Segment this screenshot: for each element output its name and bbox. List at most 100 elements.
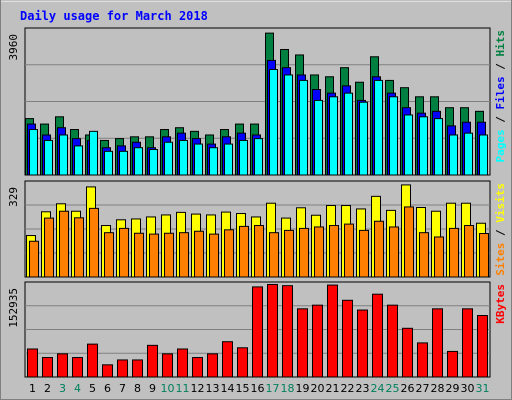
bar-kbytes-day-27 (417, 342, 428, 378)
panel-kbytes-ymax-label: 152935 (7, 288, 20, 328)
bar-sites-day-10 (164, 232, 174, 278)
bar-pages-day-23 (359, 101, 368, 176)
bar-kbytes-day-1 (27, 348, 38, 378)
panel-hits: 3960 Pages / Files / Hits (7, 27, 507, 176)
bar-kbytes-day-31 (477, 315, 488, 378)
bar-kbytes-day-6 (102, 364, 113, 378)
bar-pages-day-6 (104, 150, 113, 176)
x-tick-label: 31 (476, 382, 490, 395)
bar-kbytes-day-4 (72, 357, 83, 378)
x-tick-label: 20 (311, 382, 325, 395)
panel-hits-ymax-label: 3960 (7, 34, 20, 61)
bar-pages-day-24 (374, 79, 383, 176)
bar-pages-day-31 (479, 134, 488, 176)
x-tick-label: 25 (386, 382, 400, 395)
x-tick-label: 2 (44, 382, 51, 395)
x-tick-label: 27 (416, 382, 430, 395)
bar-pages-day-28 (434, 118, 443, 176)
legend-entry-visits: Visits (494, 183, 507, 223)
bar-pages-day-3 (59, 134, 68, 176)
x-tick-label: 22 (341, 382, 355, 395)
bar-kbytes-day-16 (252, 286, 263, 378)
x-tick-label: 3 (59, 382, 66, 395)
bar-sites-day-4 (74, 217, 84, 278)
bar-sites-day-16 (254, 225, 264, 278)
bar-sites-day-8 (134, 232, 144, 278)
chart-panels: 3960 Pages / Files / Hits 329 Sites / Visit… (7, 27, 507, 378)
bar-sites-day-25 (389, 226, 399, 278)
bar-sites-day-5 (89, 207, 99, 278)
bar-kbytes-day-25 (387, 304, 398, 378)
legend-entry-sites: Sites (494, 243, 507, 276)
bar-pages-day-19 (299, 79, 308, 176)
bar-kbytes-day-8 (132, 359, 143, 378)
bar-sites-day-31 (479, 233, 489, 278)
bar-kbytes-day-12 (192, 357, 203, 378)
bar-pages-day-27 (419, 116, 428, 176)
bar-sites-day-15 (239, 225, 249, 278)
legend-separator: / (494, 223, 507, 243)
x-tick-label: 1 (29, 382, 36, 395)
bar-pages-day-7 (119, 150, 128, 176)
bar-sites-day-11 (179, 232, 189, 278)
bar-pages-day-4 (74, 145, 83, 176)
x-tick-label: 7 (119, 382, 126, 395)
bar-pages-day-22 (344, 92, 353, 176)
x-tick-label: 23 (356, 382, 370, 395)
bar-kbytes-day-24 (372, 293, 383, 378)
bar-kbytes-day-10 (162, 353, 173, 378)
bar-kbytes-day-7 (117, 359, 128, 378)
bar-sites-day-3 (59, 210, 69, 278)
x-tick-label: 10 (161, 382, 175, 395)
chart-title: Daily usage for March 2018 (20, 9, 208, 23)
legend-entry-files: Files (494, 76, 507, 109)
x-tick-label: 19 (296, 382, 310, 395)
x-tick-label: 4 (74, 382, 81, 395)
bar-kbytes-day-3 (57, 353, 68, 378)
bar-pages-day-13 (209, 147, 218, 176)
bar-pages-day-2 (44, 139, 53, 176)
bar-pages-day-11 (179, 139, 188, 176)
bar-sites-day-29 (449, 227, 459, 278)
panel-visits: 329 Sites / Visits (7, 180, 507, 278)
bar-sites-day-28 (434, 236, 444, 278)
bar-pages-day-14 (224, 143, 233, 176)
bar-kbytes-day-21 (327, 284, 338, 378)
bar-pages-day-21 (329, 96, 338, 176)
bar-pages-day-16 (254, 138, 263, 176)
bar-kbytes-day-20 (312, 304, 323, 378)
bar-sites-day-14 (224, 229, 234, 278)
bar-kbytes-day-18 (282, 285, 293, 378)
x-tick-label: 8 (134, 382, 141, 395)
x-tick-label: 14 (221, 382, 235, 395)
bar-kbytes-day-23 (357, 309, 368, 378)
bar-pages-day-15 (239, 139, 248, 176)
bar-sites-day-2 (44, 217, 54, 278)
x-tick-label: 9 (149, 382, 156, 395)
x-tick-label: 30 (461, 382, 475, 395)
bar-kbytes-day-28 (432, 308, 443, 378)
bar-pages-day-25 (389, 96, 398, 176)
bar-sites-day-1 (29, 240, 39, 278)
x-tick-label: 18 (281, 382, 295, 395)
legend-separator: / (494, 110, 507, 130)
bar-kbytes-day-9 (147, 344, 158, 378)
bar-pages-day-1 (29, 129, 38, 176)
bar-pages-day-26 (404, 114, 413, 176)
panel-kbytes-legend: KBytes (494, 284, 507, 324)
bar-pages-day-30 (464, 132, 473, 176)
bar-sites-day-30 (464, 225, 474, 278)
panel-visits-ymax-label: 329 (7, 187, 20, 207)
bar-kbytes-day-22 (342, 299, 353, 378)
x-tick-label: 28 (431, 382, 445, 395)
x-tick-label: 24 (371, 382, 385, 395)
bar-kbytes-day-5 (87, 343, 98, 378)
bar-pages-day-8 (134, 147, 143, 176)
bar-kbytes-day-11 (177, 348, 188, 378)
x-tick-label: 13 (206, 382, 220, 395)
bar-pages-day-17 (269, 69, 278, 176)
bar-pages-day-18 (284, 74, 293, 176)
bar-sites-day-7 (119, 227, 129, 278)
panel-hits-legend: Pages / Files / Hits (494, 30, 507, 163)
